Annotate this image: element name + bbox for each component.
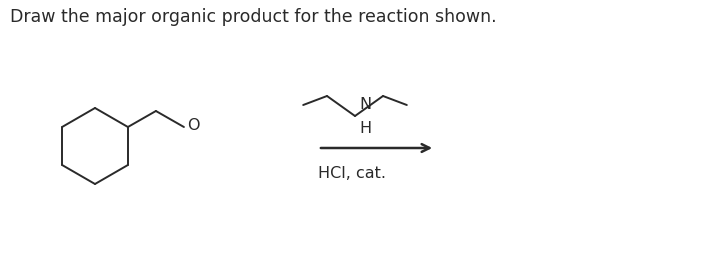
Text: O: O <box>187 118 199 134</box>
Text: H: H <box>359 121 371 136</box>
Text: HCl, cat.: HCl, cat. <box>318 166 386 181</box>
Text: N: N <box>359 97 371 112</box>
Text: Draw the major organic product for the reaction shown.: Draw the major organic product for the r… <box>10 8 497 26</box>
